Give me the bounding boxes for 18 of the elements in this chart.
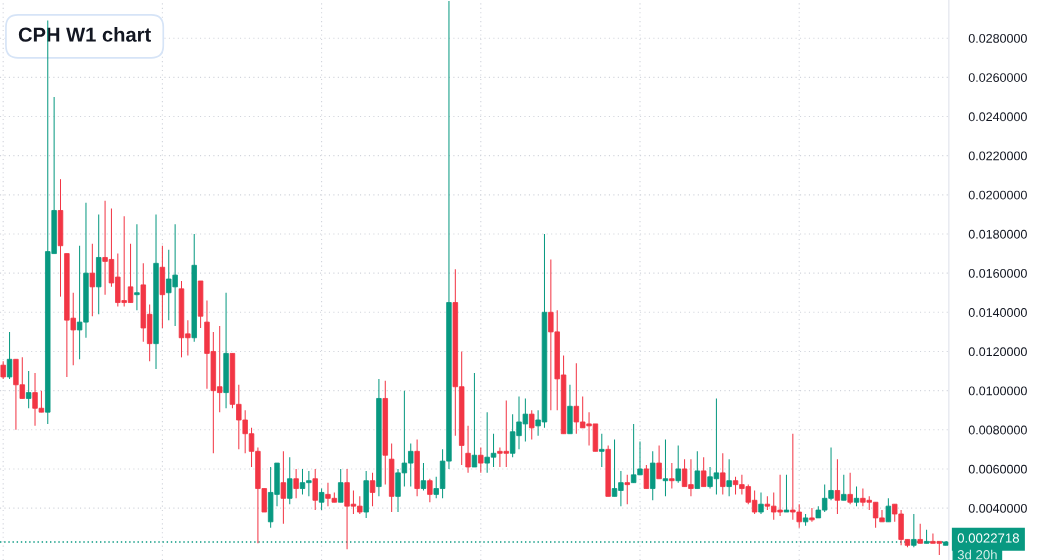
- y-tick-label: 0.0060000: [968, 464, 1027, 474]
- y-tick-label: 0.0180000: [968, 229, 1027, 239]
- y-tick-label: 0.0200000: [968, 190, 1027, 200]
- y-tick-label: 0.0140000: [968, 308, 1027, 317]
- candlestick: [134, 224, 140, 311]
- ref-line-label: 0.0022718: [957, 533, 1019, 543]
- candlestick: [758, 492, 764, 514]
- y-tick-label: 0.0100000: [968, 386, 1027, 396]
- y-tick-label: 0.0220000: [968, 151, 1027, 161]
- y-tick-label: 0.0040000: [968, 503, 1027, 513]
- text: 3d 20h: [957, 549, 997, 560]
- y-tick-label: 0.0080000: [968, 425, 1027, 435]
- y-tick-label: 0.0120000: [968, 347, 1027, 357]
- y-tick-label: 0.0260000: [968, 73, 1027, 82]
- y-tick-label: 0.0160000: [968, 268, 1027, 278]
- y-tick-label: 0.0240000: [968, 112, 1027, 122]
- y-tick-label: 0.0280000: [968, 33, 1027, 43]
- candlestick: [662, 439, 669, 497]
